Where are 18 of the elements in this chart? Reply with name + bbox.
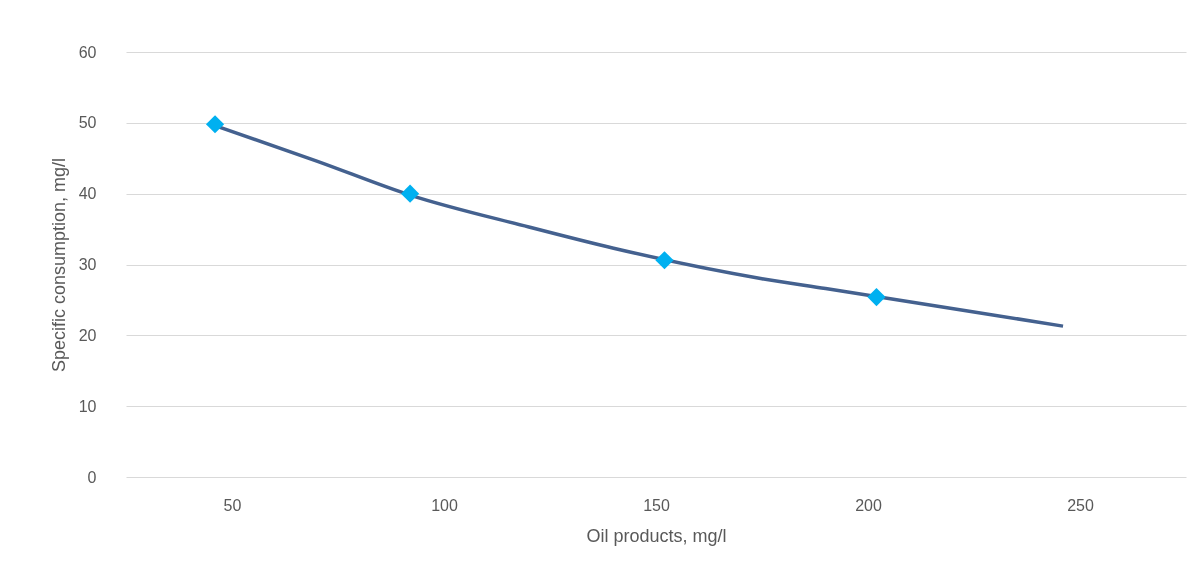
x-tick-label: 150 <box>643 496 670 514</box>
point <box>655 251 674 270</box>
y-tick-label: 20 <box>78 326 97 344</box>
y-tick-label: 50 <box>78 114 97 132</box>
x-tick-label: 250 <box>1067 496 1094 514</box>
y-axis-title: Specific consumption, mg/l <box>48 157 69 373</box>
x-axis-title: Oil products, mg/l <box>586 525 727 546</box>
point <box>401 184 420 203</box>
y-tick-label: 30 <box>78 256 97 273</box>
point <box>867 288 886 307</box>
y-tick-label: 10 <box>78 397 97 415</box>
point <box>205 115 225 134</box>
x-tick-label: 200 <box>855 496 882 514</box>
x-tick-label: 50 <box>223 496 242 514</box>
y-tick-label: 60 <box>78 43 97 61</box>
y-tick-label: 0 <box>87 468 97 486</box>
x-tick-label: 100 <box>431 496 458 514</box>
y-tick-label: 40 <box>78 185 97 203</box>
